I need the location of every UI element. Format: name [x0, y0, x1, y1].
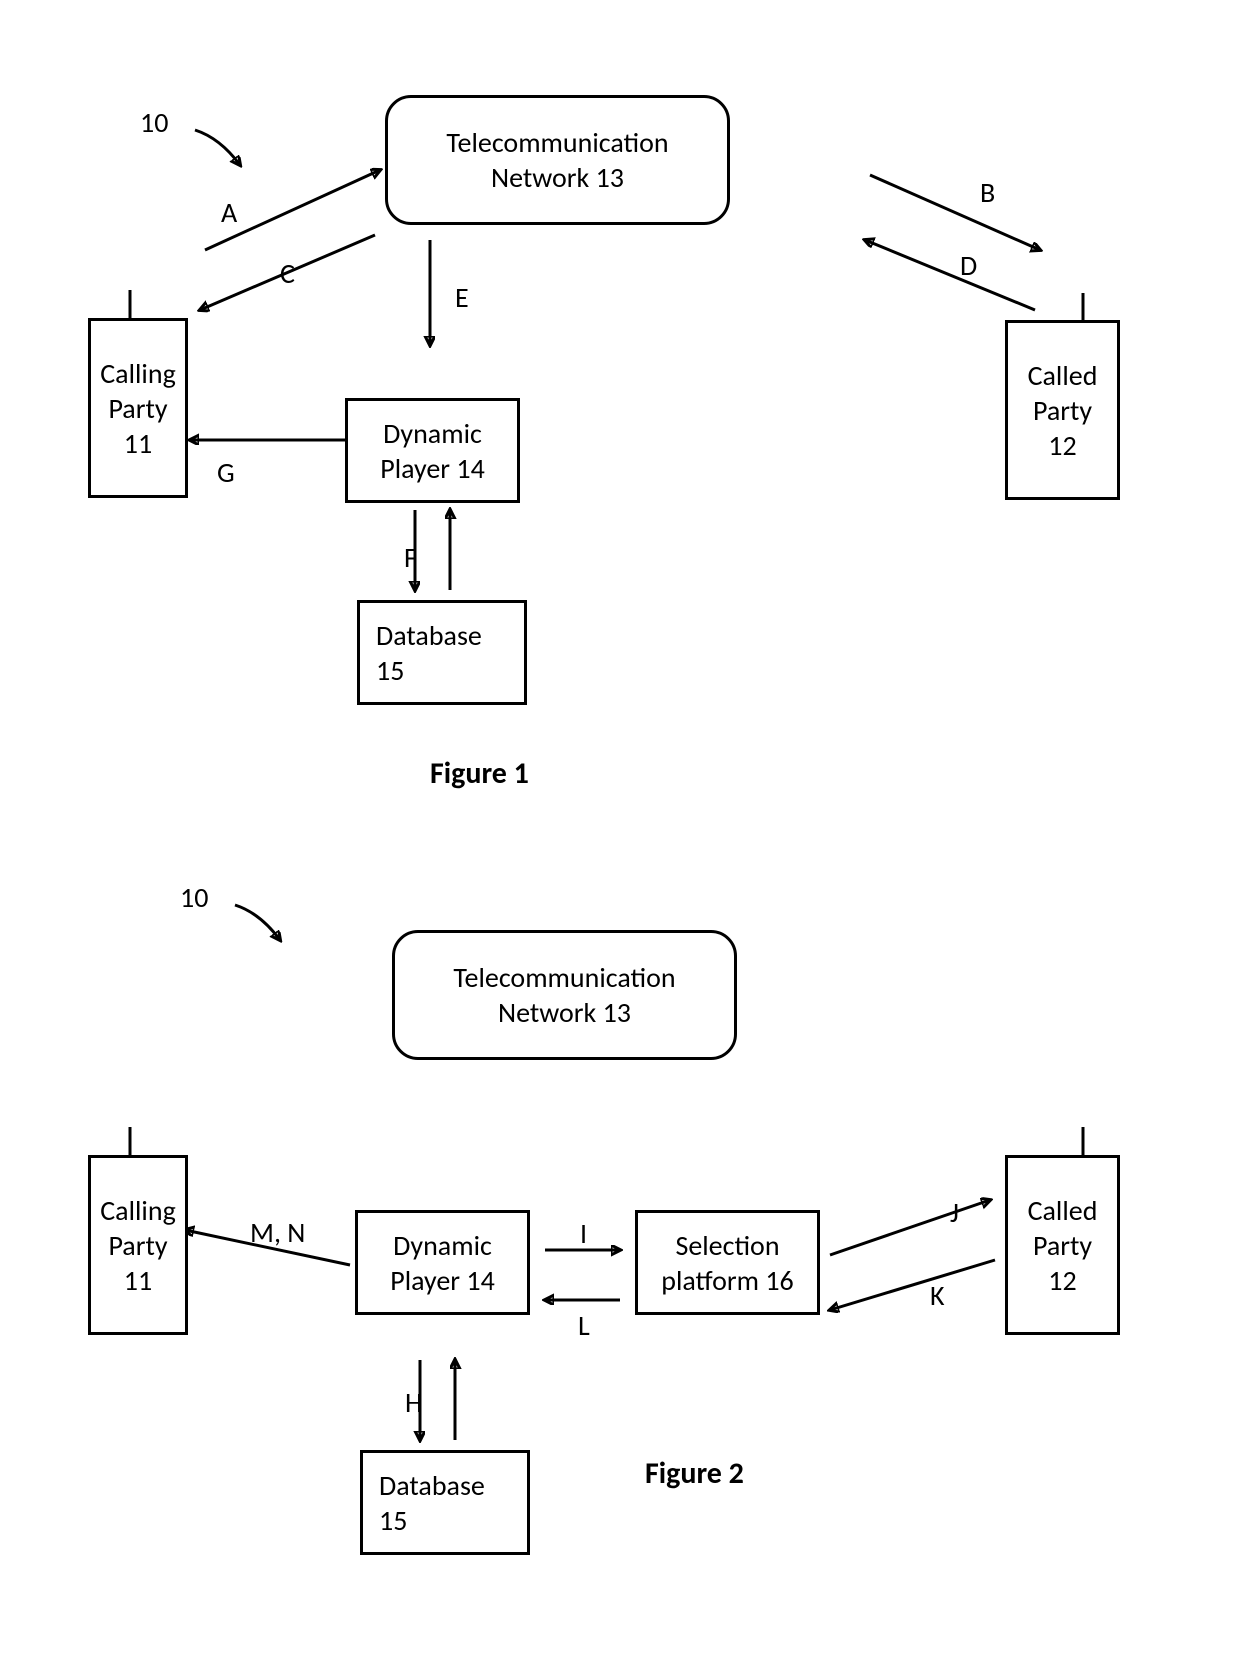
fig2-node-calling: Calling Party 11 — [88, 1155, 188, 1335]
fig1-label-d: D — [960, 248, 977, 283]
fig2-caption: Figure 2 — [645, 1455, 744, 1492]
fig1-caption: Figure 1 — [430, 755, 529, 792]
fig2-label-i: I — [580, 1216, 587, 1251]
arrows-overlay — [0, 0, 1240, 1664]
fig2-label-h: H — [405, 1385, 422, 1420]
fig2-label-k: K — [930, 1278, 945, 1313]
fig1-label-a: A — [221, 195, 237, 230]
fig2-node-player: Dynamic Player 14 — [355, 1210, 530, 1315]
fig2-node-network: Telecommunication Network 13 — [392, 930, 737, 1060]
diagram-container: 10 Telecommunication Network 13 Calling … — [0, 0, 1240, 1664]
fig2-node-selection: Selection platform 16 — [635, 1210, 820, 1315]
fig2-node-called: Called Party 12 — [1005, 1155, 1120, 1335]
fig1-node-network: Telecommunication Network 13 — [385, 95, 730, 225]
fig2-label-l: L — [578, 1308, 590, 1343]
fig1-ref-marker: 10 — [140, 105, 168, 140]
fig2-label-mn: M, N — [250, 1215, 305, 1250]
fig1-node-called: Called Party 12 — [1005, 320, 1120, 500]
fig1-label-c: C — [280, 256, 295, 291]
fig1-label-b: B — [980, 175, 995, 210]
fig1-label-f: F — [404, 540, 417, 575]
fig1-node-database: Database 15 — [357, 600, 527, 705]
fig2-label-j: J — [950, 1195, 959, 1230]
fig2-node-database: Database 15 — [360, 1450, 530, 1555]
fig1-node-player: Dynamic Player 14 — [345, 398, 520, 503]
fig1-node-calling: Calling Party 11 — [88, 318, 188, 498]
fig1-label-e: E — [455, 280, 469, 315]
fig2-ref-marker: 10 — [180, 880, 208, 915]
fig1-label-g: G — [217, 455, 235, 490]
